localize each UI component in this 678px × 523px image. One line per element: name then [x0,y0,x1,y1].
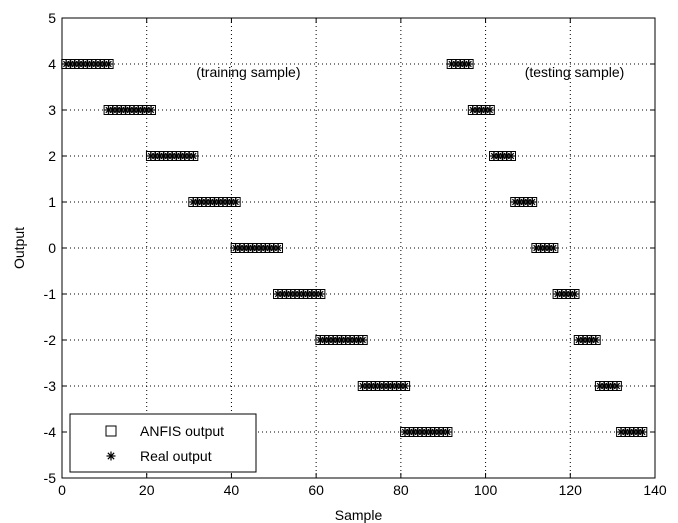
x-tick-label: 20 [139,482,155,498]
y-tick-label: -5 [44,470,57,486]
real-output-point [638,428,647,436]
real-output-point [146,106,155,114]
y-tick-label: 4 [48,56,56,72]
real-output-point [528,198,537,206]
real-output-point [549,244,558,252]
axis-ticks: 0 20 40 60 80 100 120 140 5 4 3 2 1 0 -1 -2 -3 -4 -5 [44,10,667,498]
real-output-point [591,336,600,344]
real-output-point [506,152,515,160]
real-output-point [401,382,410,390]
annotation-training-sample: (training sample) [196,64,300,80]
y-tick-label: -4 [44,424,57,440]
real-output-point [570,290,579,298]
real-output-point [316,290,325,298]
y-tick-label: 2 [48,148,56,164]
y-tick-label: 0 [48,240,56,256]
y-tick-label: 1 [48,194,56,210]
x-tick-label: 0 [58,482,66,498]
legend-label-anfis-output: ANFIS output [140,423,224,439]
real-output-point [358,336,367,344]
legend-label-real-output: Real output [140,448,212,464]
x-tick-label: 120 [559,482,583,498]
grid-lines [62,18,655,478]
x-tick-label: 100 [474,482,498,498]
legend: ANFIS output Real output [69,413,257,473]
x-tick-label: 140 [643,482,667,498]
y-tick-label: -1 [44,286,57,302]
annotation-testing-sample: (testing sample) [525,64,625,80]
y-tick-label: 3 [48,102,56,118]
real-output-point [485,106,494,114]
real-output-point [189,152,198,160]
y-tick-label: -2 [44,332,57,348]
legend-box [69,413,257,473]
x-tick-label: 40 [224,482,240,498]
x-tick-label: 80 [393,482,409,498]
real-output-point [274,244,283,252]
real-output-point [104,60,113,68]
x-tick-label: 60 [308,482,324,498]
legend-square-marker-icon [105,425,117,437]
y-axis-label: Output [11,227,27,269]
data-points [61,59,648,437]
real-output-point [464,60,473,68]
real-output-point [231,198,240,206]
x-axis-label: Sample [335,507,383,523]
real-output-point [612,382,621,390]
legend-asterisk-marker-icon [106,451,116,461]
y-tick-label: 5 [48,10,56,26]
real-output-point [443,428,452,436]
y-tick-label: -3 [44,378,57,394]
